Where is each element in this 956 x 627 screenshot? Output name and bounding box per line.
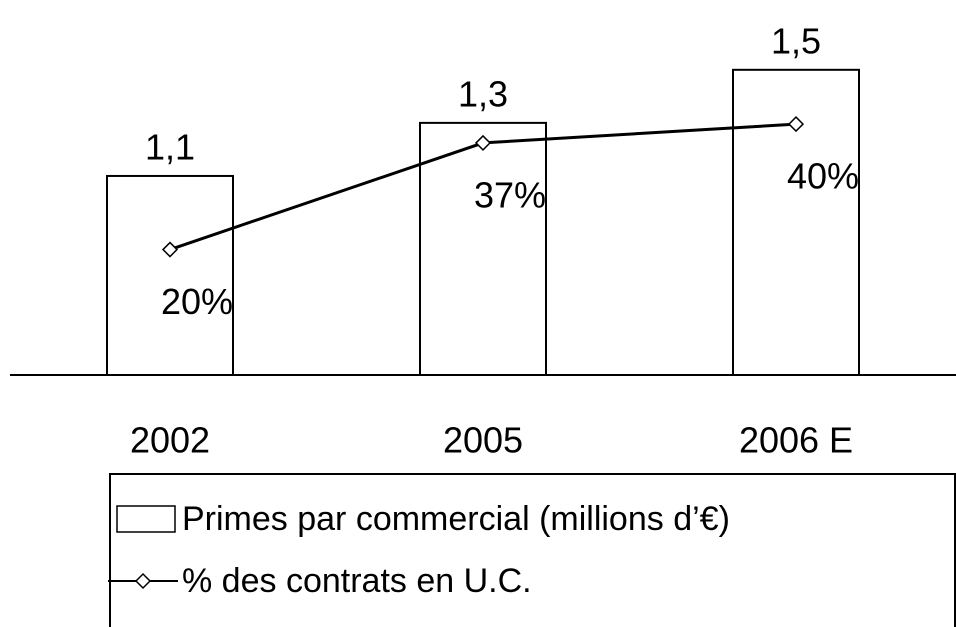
line-marker <box>161 241 179 258</box>
data-label: 1,3 <box>458 73 508 114</box>
x-tick-label: 2005 <box>443 420 523 461</box>
line-marker <box>787 116 805 133</box>
legend-box <box>109 473 956 627</box>
legend-label: Primes par commercial (millions d’€) <box>182 500 730 538</box>
line-marker <box>474 134 492 151</box>
bar <box>419 121 547 376</box>
data-label: 1,1 <box>145 126 195 167</box>
legend-swatch <box>116 505 176 533</box>
legend-swatch-marker <box>134 572 152 590</box>
data-label: 37% <box>474 174 546 215</box>
x-tick-label: 2002 <box>130 420 210 461</box>
data-label: 1,5 <box>771 20 821 61</box>
bar <box>106 174 234 376</box>
data-label: 40% <box>787 156 859 197</box>
bar <box>732 68 860 377</box>
data-label: 20% <box>161 281 233 322</box>
legend-label: % des contrats en U.C. <box>182 562 532 600</box>
x-tick-label: 2006 E <box>739 420 853 461</box>
